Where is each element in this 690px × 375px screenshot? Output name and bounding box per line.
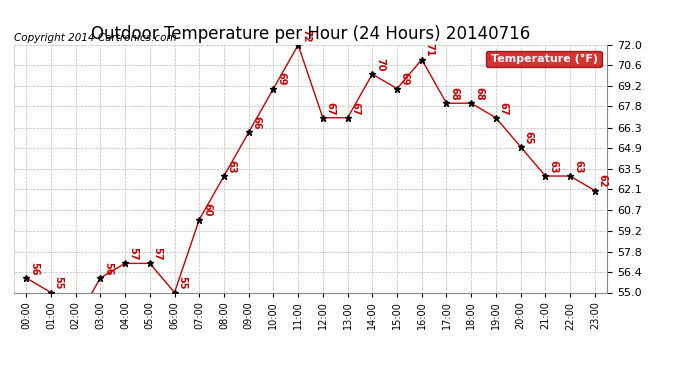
- Text: 67: 67: [326, 102, 335, 115]
- Text: 63: 63: [573, 160, 583, 173]
- Text: 67: 67: [499, 102, 509, 115]
- Text: 60: 60: [202, 203, 212, 217]
- Text: 53: 53: [0, 374, 1, 375]
- Text: 67: 67: [351, 102, 360, 115]
- Text: 68: 68: [449, 87, 460, 100]
- Text: 57: 57: [152, 247, 163, 261]
- Text: 56: 56: [103, 262, 113, 275]
- Text: 62: 62: [598, 174, 608, 188]
- Text: 63: 63: [227, 160, 237, 173]
- Text: 72: 72: [301, 29, 311, 42]
- Text: 55: 55: [177, 276, 187, 290]
- Text: 65: 65: [524, 130, 533, 144]
- Text: Copyright 2014 Cartronics.com: Copyright 2014 Cartronics.com: [14, 33, 177, 42]
- Text: 71: 71: [424, 43, 435, 57]
- Text: 56: 56: [29, 262, 39, 275]
- Text: 63: 63: [548, 160, 558, 173]
- Title: Outdoor Temperature per Hour (24 Hours) 20140716: Outdoor Temperature per Hour (24 Hours) …: [91, 26, 530, 44]
- Text: 55: 55: [54, 276, 63, 290]
- Legend: Temperature (°F): Temperature (°F): [486, 51, 602, 67]
- Text: 57: 57: [128, 247, 138, 261]
- Text: 69: 69: [276, 72, 286, 86]
- Text: 70: 70: [375, 58, 385, 71]
- Text: 68: 68: [474, 87, 484, 100]
- Text: 66: 66: [251, 116, 262, 130]
- Text: 69: 69: [400, 72, 410, 86]
